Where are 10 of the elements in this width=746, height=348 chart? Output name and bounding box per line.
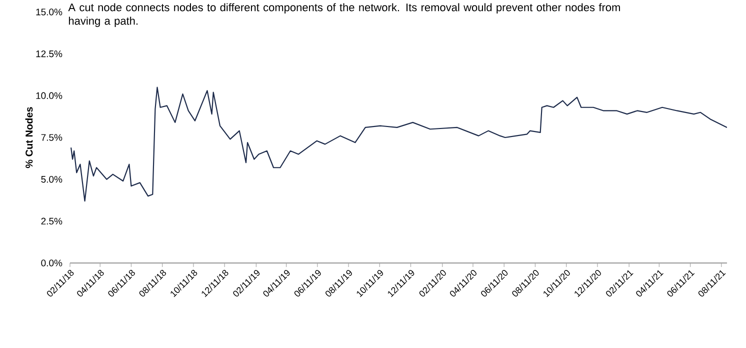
y-axis-title: % Cut Nodes	[25, 107, 33, 168]
y-tick-label: 12.5%	[36, 50, 62, 58]
y-tick-label: 0.0%	[41, 260, 62, 266]
y-tick-label: 10.0%	[36, 92, 62, 100]
line-series	[70, 86, 728, 202]
chart-subtitle: A cut node connects nodes to different components of the network. Its removal would prevent other nodes from having a path.	[68, 3, 620, 27]
y-tick-label: 15.0%	[36, 8, 62, 16]
y-tick-label: 2.5%	[41, 218, 62, 225]
y-tick-label: 5.0%	[41, 176, 62, 183]
y-tick-label: 7.5%	[41, 134, 62, 141]
